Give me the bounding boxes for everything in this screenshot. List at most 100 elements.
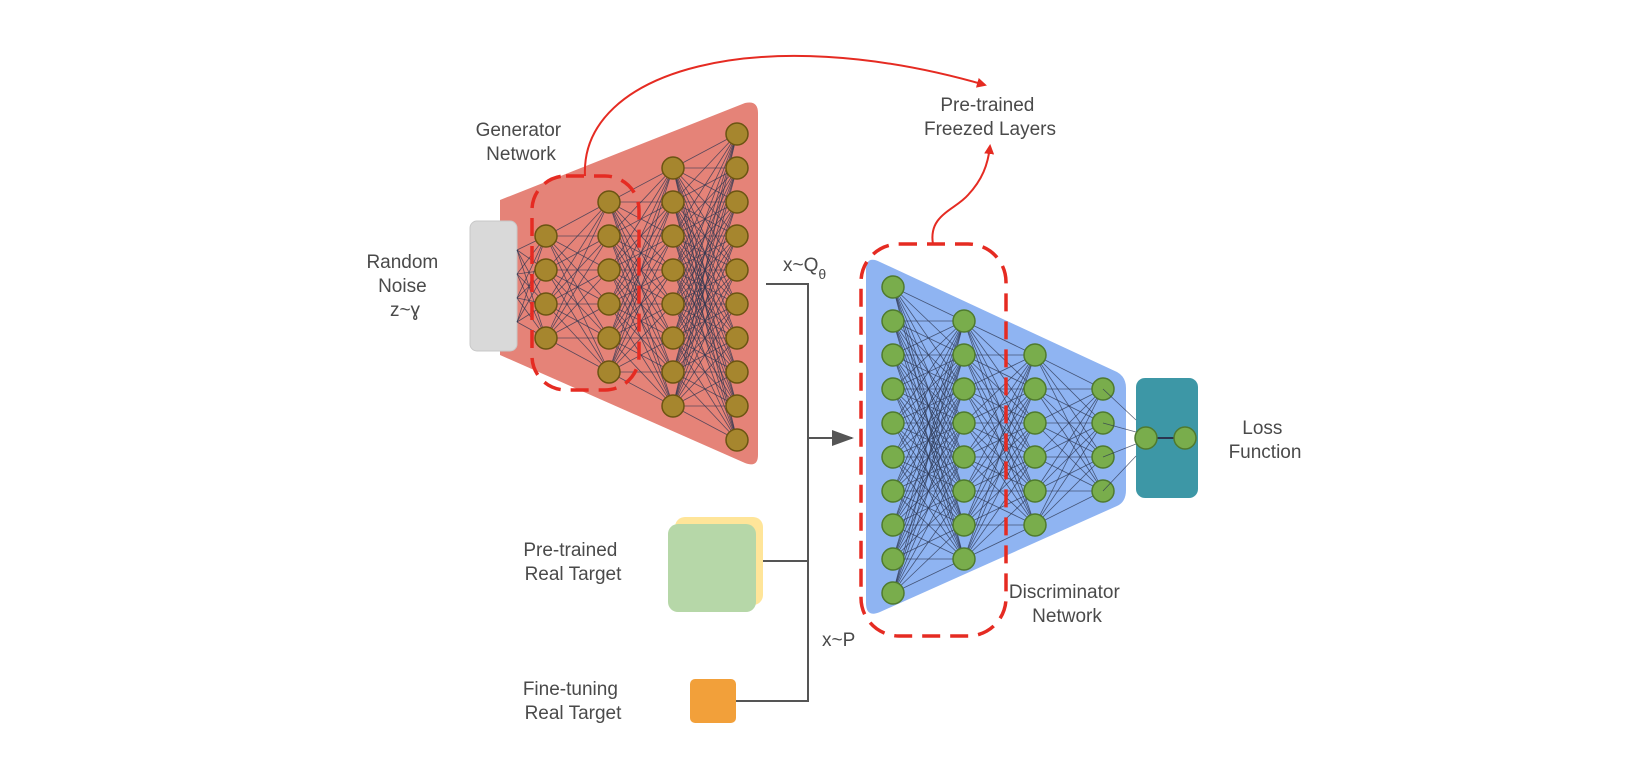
disc-to-loss-edge-4 [1102, 455, 1137, 492]
network-edge [963, 422, 1036, 560]
network-edge [608, 167, 674, 339]
generator-neuron [661, 258, 685, 282]
network-edge [608, 269, 674, 373]
network-edge [672, 133, 738, 305]
discriminator-neuron [1023, 479, 1047, 503]
discriminator-neuron [881, 309, 905, 333]
discriminator-neuron [881, 581, 905, 605]
network-edge [892, 456, 965, 594]
loss-node-right [1173, 426, 1197, 450]
generator-neuron [534, 326, 558, 350]
noise-edge [516, 249, 547, 339]
network-edge [608, 167, 674, 305]
network-edge [672, 235, 738, 407]
discriminator-neuron [952, 411, 976, 435]
network-edge [672, 269, 738, 407]
pretrained-target-line [763, 438, 809, 562]
discriminator-neuron [881, 343, 905, 367]
discriminator-neuron [952, 445, 976, 469]
disc-to-loss-edge-2 [1102, 422, 1137, 433]
discriminator-neuron [881, 547, 905, 571]
network-edge [672, 337, 738, 407]
network-edge [892, 320, 965, 458]
discriminator-neuron [1023, 411, 1047, 435]
generator-label: Generator Network [476, 120, 567, 165]
network-edge [545, 337, 610, 373]
network-edge [892, 320, 965, 356]
generator-frozen-arrow [583, 54, 987, 177]
network-edge [672, 303, 738, 407]
loss-function-label: Loss Function [1229, 418, 1302, 463]
network-edge [963, 354, 1036, 560]
network-edge [892, 388, 965, 594]
discriminator-neuron [952, 479, 976, 503]
generator-neuron [661, 326, 685, 350]
finetuning-target-box [690, 679, 736, 723]
discriminator-neuron [952, 343, 976, 367]
network-edge [892, 320, 965, 390]
generator-neuron [725, 224, 749, 248]
discriminator-neuron [881, 513, 905, 537]
network-edge [1034, 354, 1104, 390]
network-edge [545, 269, 610, 339]
network-edge [545, 201, 610, 339]
discriminator-neuron [881, 479, 905, 503]
generator-neuron [661, 190, 685, 214]
network-edge [608, 337, 674, 373]
network-edge [892, 558, 965, 594]
generator-neuron [597, 326, 621, 350]
generator-neuron [597, 258, 621, 282]
generator-neuron [661, 394, 685, 418]
network-edge [608, 167, 674, 203]
discriminator-neuron [1023, 377, 1047, 401]
generator-neuron [725, 190, 749, 214]
network-edge [1034, 490, 1104, 526]
network-edge [892, 320, 965, 594]
generator-neuron [534, 258, 558, 282]
network-edge [963, 490, 1036, 560]
generator-output-line [766, 283, 809, 438]
disc-to-loss-edge-3 [1102, 443, 1137, 458]
network-edge [892, 286, 965, 322]
generator-neuron [534, 224, 558, 248]
network-edge [672, 167, 738, 407]
generator-neuron [661, 360, 685, 384]
generator-neuron [725, 326, 749, 350]
discriminator-neuron [1023, 343, 1047, 367]
network-edge [608, 167, 674, 271]
discriminator-frozen-arrow [931, 144, 995, 245]
network-edge [963, 354, 1036, 526]
network-edge [963, 354, 1036, 424]
network-edge [963, 354, 1036, 390]
discriminator-neuron [952, 547, 976, 571]
generator-neuron [661, 224, 685, 248]
network-nodes [534, 122, 1115, 605]
network-edge [545, 201, 610, 237]
generator-neuron [534, 292, 558, 316]
network-edge [892, 320, 965, 560]
random-noise-label: Random Noise z~ɣ [366, 252, 443, 321]
network-edge [963, 456, 1036, 560]
network-edge [672, 133, 738, 373]
pretrained-target-label: Pre-trained Real Target [523, 540, 622, 585]
network-edge [1034, 388, 1104, 424]
network-edge [1034, 388, 1104, 526]
network-edge [545, 201, 610, 305]
generator-neuron [725, 394, 749, 418]
discriminator-neuron [952, 309, 976, 333]
network-edge [892, 524, 965, 594]
generator-neuron [725, 428, 749, 452]
finetuning-target-line [736, 561, 809, 702]
network-edge [672, 133, 738, 169]
network-edge [1034, 422, 1104, 526]
discriminator-neuron [881, 411, 905, 435]
generator-neuron [597, 292, 621, 316]
pretrained-target-front [668, 524, 756, 612]
pretrained-frozen-label: Pre-trained Freezed Layers [924, 95, 1056, 140]
disc-to-loss-edge-1 [1102, 388, 1137, 421]
generator-neuron [661, 156, 685, 180]
network-edge [545, 235, 610, 339]
real-data-label: x~P [822, 630, 855, 651]
network-edge [608, 167, 674, 237]
